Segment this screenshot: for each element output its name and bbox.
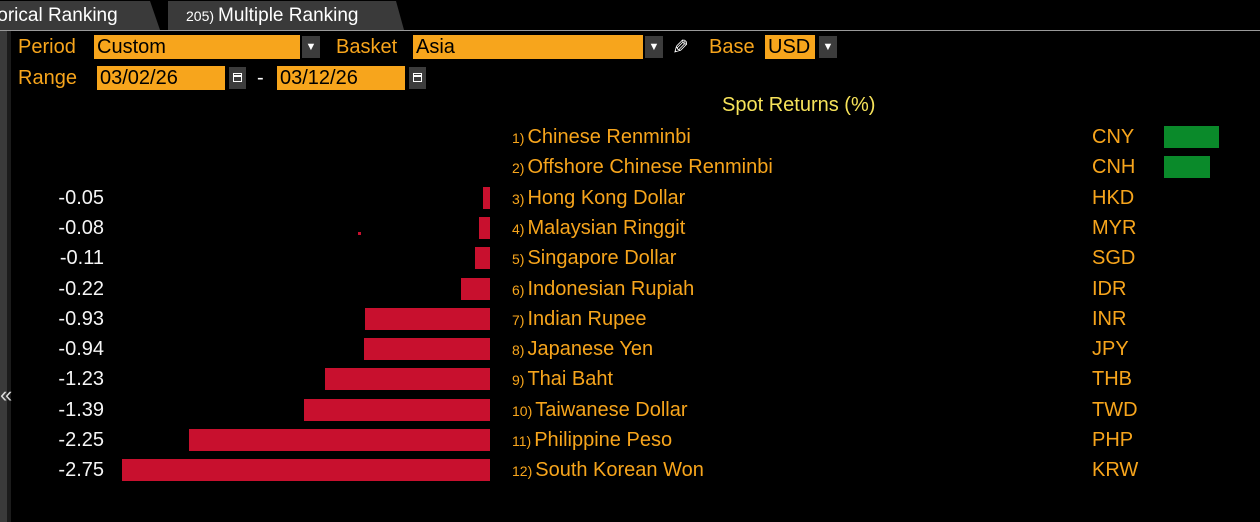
currency-name-text: Indian Rupee <box>527 307 647 330</box>
currency-name-text: Indonesian Rupiah <box>527 277 695 300</box>
currency-name[interactable]: 7) Indian Rupee <box>512 307 646 332</box>
range-start-input[interactable]: 03/02/26 <box>97 66 225 90</box>
currency-code: HKD <box>1092 186 1135 209</box>
chevron-down-icon[interactable]: ▼ <box>819 36 837 58</box>
currency-code: CNH <box>1092 156 1136 179</box>
currency-code: PHP <box>1092 429 1134 451</box>
currency-code: JPY <box>1092 338 1129 361</box>
return-bar <box>483 186 490 209</box>
chevron-down-icon[interactable]: ▼ <box>645 36 663 58</box>
return-value: -1.39 <box>58 398 104 421</box>
base-currency-select[interactable]: USD <box>765 35 815 59</box>
tab-label: torical Ranking <box>0 5 118 26</box>
return-value: -0.08 <box>58 216 104 239</box>
currency-name[interactable]: 9) Thai Baht <box>512 367 613 392</box>
rank-number: 8) <box>512 342 525 359</box>
currency-code: KRW <box>1092 459 1139 482</box>
currency-name-text: Hong Kong Dollar <box>527 186 686 209</box>
left-panel-edge <box>0 31 7 522</box>
return-bar <box>121 459 490 482</box>
return-value: -2.25 <box>58 429 104 451</box>
left-panel-edge-inner <box>7 31 11 522</box>
currency-name-text: Philippine Peso <box>534 429 673 451</box>
return-bar <box>188 429 490 451</box>
rank-number: 6) <box>512 281 525 298</box>
currency-name-text: Singapore Dollar <box>527 247 677 270</box>
rank-number: 9) <box>512 372 525 389</box>
currency-code: CNY <box>1092 126 1135 148</box>
currency-code: SGD <box>1092 247 1136 270</box>
currency-name[interactable]: 3) Hong Kong Dollar <box>512 186 685 211</box>
tab-historical-ranking[interactable]: torical Ranking <box>0 1 160 30</box>
chevron-down-icon[interactable]: ▼ <box>302 36 320 58</box>
rank-number: 10) <box>512 402 533 419</box>
currency-name[interactable]: 10) Taiwanese Dollar <box>512 398 688 423</box>
return-value: -0.05 <box>58 186 104 209</box>
return-bar <box>479 216 490 239</box>
return-bar <box>365 307 490 330</box>
period-label: Period <box>18 36 76 58</box>
return-value: -0.11 <box>59 247 104 270</box>
calendar-icon[interactable] <box>229 67 246 89</box>
currency-name-text: South Korean Won <box>535 459 704 482</box>
currency-code: MYR <box>1092 216 1137 239</box>
currency-name[interactable]: 1) Chinese Renminbi <box>512 125 691 150</box>
currency-name-text: Chinese Renminbi <box>527 126 691 148</box>
rank-number: 2) <box>512 160 525 177</box>
return-bar <box>303 398 490 421</box>
period-select[interactable]: Custom <box>94 35 300 59</box>
return-bar <box>325 368 490 391</box>
range-end-input[interactable]: 03/12/26 <box>277 66 405 90</box>
currency-code: THB <box>1092 368 1132 391</box>
range-separator: - <box>257 67 264 89</box>
return-value: -0.94 <box>58 338 104 361</box>
rank-number: 7) <box>512 311 525 328</box>
currency-name[interactable]: 11) Philippine Peso <box>512 428 672 453</box>
currency-name-text: Japanese Yen <box>527 338 654 361</box>
currency-name-text: Malaysian Ringgit <box>527 216 686 239</box>
base-label: Base <box>709 36 755 58</box>
currency-name[interactable]: 8) Japanese Yen <box>512 337 653 362</box>
currency-name-text: Thai Baht <box>527 368 614 391</box>
chart-title: Spot Returns (%) <box>722 94 876 116</box>
calendar-icon[interactable] <box>409 67 426 89</box>
tab-multiple-ranking[interactable]: 205) Multiple Ranking <box>168 1 404 30</box>
currency-code: TWD <box>1092 398 1138 421</box>
return-bar <box>475 247 490 270</box>
basket-label: Basket <box>336 36 398 58</box>
rank-number: 3) <box>512 190 525 207</box>
basket-select[interactable]: Asia <box>413 35 643 59</box>
currency-name-text: Taiwanese Dollar <box>535 398 688 421</box>
return-value: -2.75 <box>58 459 104 482</box>
tab-label: Multiple Ranking <box>218 5 359 26</box>
currency-name[interactable]: 5) Singapore Dollar <box>512 246 676 271</box>
return-value: -0.22 <box>58 277 104 300</box>
currency-name[interactable]: 12) South Korean Won <box>512 458 704 483</box>
currency-name[interactable]: 4) Malaysian Ringgit <box>512 216 685 241</box>
rank-number: 4) <box>512 220 525 237</box>
range-label: Range <box>18 67 77 89</box>
return-value: -1.23 <box>58 368 104 391</box>
tab-number: 205) <box>186 8 215 24</box>
rank-number: 12) <box>512 463 533 480</box>
chart-artifact-dot <box>358 232 361 235</box>
return-value: -0.93 <box>58 307 104 330</box>
rank-number: 5) <box>512 251 525 268</box>
currency-code: INR <box>1092 307 1127 330</box>
collapse-left-icon[interactable]: « <box>0 382 13 407</box>
tab-bar: torical Ranking 205) Multiple Ranking <box>0 0 1260 31</box>
currency-code: IDR <box>1092 277 1127 300</box>
return-bar <box>1164 126 1220 148</box>
return-bar <box>460 277 490 300</box>
pencil-icon[interactable]: ✎ <box>672 37 689 59</box>
tab-divider <box>0 30 1260 31</box>
rank-number: 11) <box>512 433 532 449</box>
currency-name[interactable]: 2) Offshore Chinese Renminbi <box>512 155 773 180</box>
rank-number: 1) <box>512 130 525 146</box>
return-bar <box>364 338 490 361</box>
currency-name-text: Offshore Chinese Renminbi <box>527 156 773 179</box>
currency-name[interactable]: 6) Indonesian Rupiah <box>512 277 694 302</box>
return-bar <box>1164 156 1210 179</box>
